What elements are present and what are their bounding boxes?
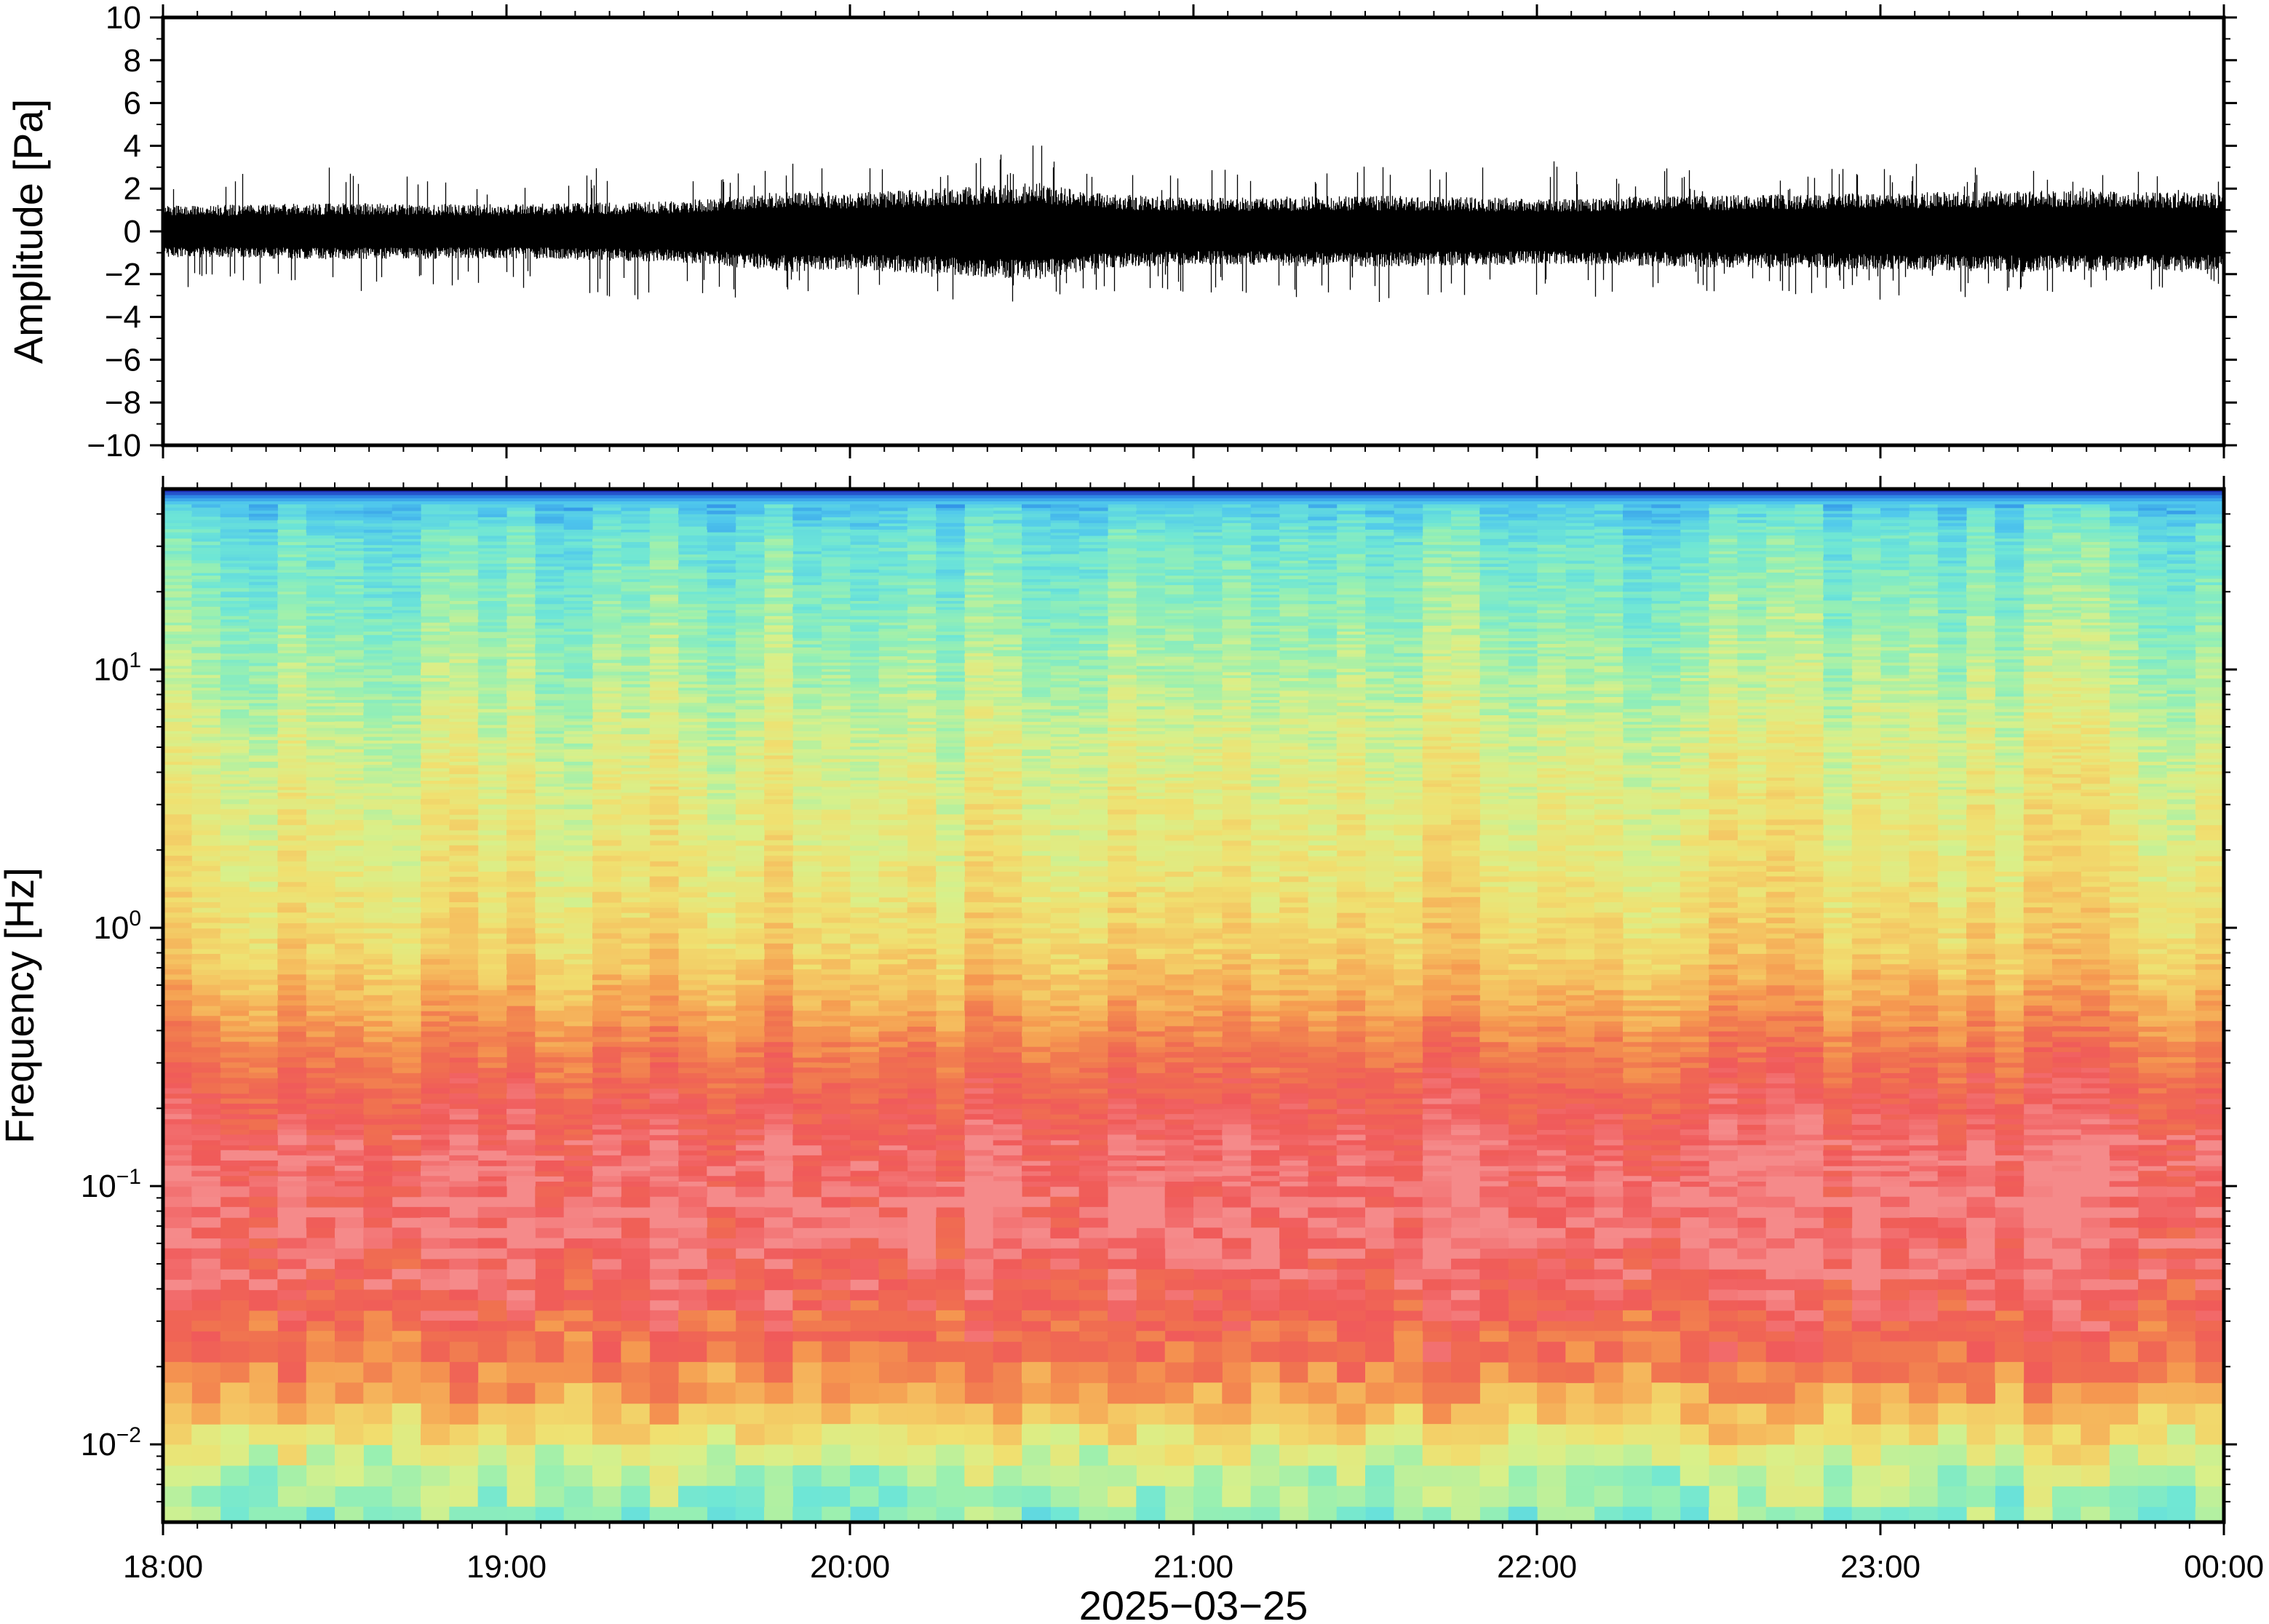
spectrogram-cells <box>163 498 2224 502</box>
time-tick-label: 22:00 <box>1497 1549 1577 1585</box>
spectrogram-panel: 101 100 10−1 10−2 Frequency [Hz] <box>0 476 2237 1535</box>
time-tick-label: 23:00 <box>1840 1549 1920 1585</box>
time-axis-labels: 18:00 19:00 20:00 21:00 22:00 23:00 00:00 <box>123 1549 2264 1585</box>
spectrogram-cells <box>1937 954 1967 960</box>
spectrogram-cells <box>1937 510 1967 514</box>
spectrogram-cells <box>1451 984 1480 991</box>
waveform-y-tick-label: −2 <box>105 257 141 292</box>
waveform-y-tick-label: 0 <box>124 214 141 250</box>
spectrogram-cells <box>249 706 2139 929</box>
spectrogram-cells <box>191 514 2081 642</box>
spectrogram-cells <box>2166 510 2196 514</box>
spectrogram-cells <box>249 990 2196 1404</box>
spectrogram-y-axis-label: Frequency [Hz] <box>0 867 42 1144</box>
spectrogram-cells <box>191 876 221 883</box>
waveform-frame <box>161 15 2226 447</box>
spectrogram-cells <box>163 1139 2053 1321</box>
time-tick-label: 21:00 <box>1153 1549 1233 1585</box>
spectrogram-cells <box>335 656 1967 851</box>
waveform-y-tick-label: −8 <box>105 385 141 421</box>
waveform-y-tick-label: 8 <box>124 43 141 79</box>
waveform-y-tick-label: −10 <box>87 428 141 463</box>
spectrogram-cells <box>449 995 1681 1383</box>
spectrogram-cells <box>1022 504 1051 509</box>
spectrogram-cells <box>535 517 565 521</box>
spectrogram-y-tick-label: 100 <box>93 907 141 946</box>
spectrogram-y-tick-label: 10−1 <box>81 1165 141 1204</box>
spectrogram-cells <box>792 507 822 512</box>
spectrogram-cells <box>707 504 736 509</box>
waveform-y-tick-label: −6 <box>105 342 141 378</box>
spectrogram-cells <box>249 517 2196 654</box>
spectrogram-y-tick-label: 101 <box>93 648 141 688</box>
waveform-y-ticks: 10 8 6 4 2 0 −2 −4 −6 −8 −10 <box>87 0 2237 463</box>
spectrogram-cells <box>249 1046 2196 1363</box>
spectrogram-cells <box>163 1031 1995 1404</box>
spectrogram-cells <box>707 510 736 514</box>
spectrogram-cells <box>220 1000 2196 1383</box>
spectrogram-cells <box>191 969 1939 1425</box>
spectrogram-cells <box>220 507 2196 605</box>
spectrogram-cells <box>335 618 421 629</box>
spectrogram-cells <box>335 504 565 514</box>
time-tick-label: 19:00 <box>466 1549 547 1585</box>
spectrogram-cells <box>563 507 593 512</box>
spectrogram-cells <box>1623 510 1652 514</box>
spectrogram-cells <box>191 749 1824 883</box>
spectrogram-cells <box>191 1046 2224 1321</box>
spectrogram-cells <box>163 547 2167 1508</box>
waveform-y-tick-label: 4 <box>124 128 141 164</box>
time-tick-label: 20:00 <box>810 1549 890 1585</box>
waveform-y-axis-label: Amplitude [Pa] <box>5 99 51 364</box>
spectrogram-cells <box>163 492 2224 496</box>
spectrogram-cells <box>936 504 965 509</box>
spectrogram-cells <box>421 541 2024 723</box>
time-tick-label: 18:00 <box>123 1549 203 1585</box>
spectrogram-cells <box>335 504 2024 527</box>
spectrogram-cells <box>621 1006 2110 1383</box>
spectrogram-cells <box>1078 507 1108 512</box>
spectrogram-cells <box>220 1026 2224 1363</box>
spectrogram-cells <box>163 728 2224 1486</box>
spectrogram-cells <box>163 594 2139 1508</box>
waveform-y-tick-label: 2 <box>124 171 141 207</box>
spectrogram-cells <box>191 504 2167 586</box>
waveform-panel: 10 8 6 4 2 0 −2 −4 −6 −8 −10 Amplitude [Pa] <box>5 0 2237 463</box>
spectrogram-cells <box>163 504 1967 564</box>
waveform-y-tick-label: −4 <box>105 300 141 335</box>
spectrogram-cells <box>563 526 593 530</box>
waveform-y-tick-label: 6 <box>124 86 141 122</box>
spectrogram-cells <box>335 1098 2196 1332</box>
spectrogram-cells <box>249 600 2196 750</box>
spectrogram-y-tick-label: 10−2 <box>81 1423 141 1462</box>
time-axis-title: 2025−03−25 <box>1079 1583 1308 1624</box>
spectrogram-cells <box>306 504 2024 536</box>
spectrogram-cells <box>163 495 2224 499</box>
spectrogram-heatmap <box>163 489 2224 1522</box>
spectrogram-cells <box>363 1093 1967 1291</box>
spectrogram-cells <box>392 504 1080 517</box>
spectrogram-cells <box>163 501 2224 524</box>
spectrogram-cells <box>1995 504 2024 509</box>
spectrogram-cells <box>191 1051 2196 1363</box>
spectrogram-cells <box>1823 504 1853 509</box>
spectrogram-cells <box>220 504 2224 595</box>
spectrogram-cells <box>1823 507 1853 512</box>
spectrogram-cells <box>191 603 2167 888</box>
spectrogram-cells <box>850 507 2196 527</box>
time-tick-label: 00:00 <box>2184 1549 2264 1585</box>
waveform-y-tick-label: 10 <box>106 0 141 36</box>
spectrogram-cells <box>363 1057 393 1063</box>
spectrogram-cells <box>335 1124 2053 1301</box>
spectrogram-cells <box>191 625 2224 1508</box>
spectrogram-frame <box>161 487 2226 1524</box>
spectrogram-cells <box>191 1088 2224 1311</box>
spectrogram-cells <box>1651 504 1681 509</box>
